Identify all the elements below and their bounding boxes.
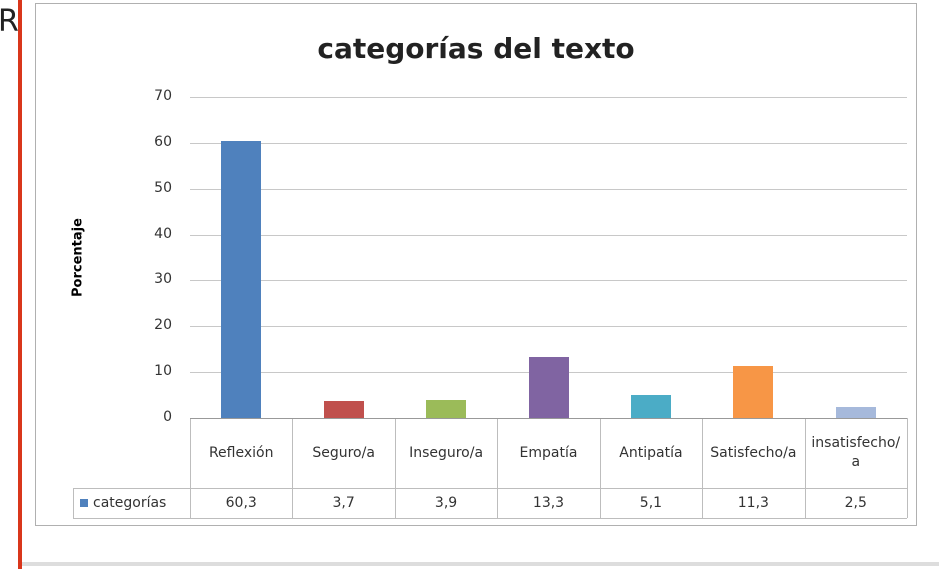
data-table-value: 60,3: [225, 494, 257, 511]
bar: [426, 400, 467, 418]
y-tick-label: 0: [163, 409, 172, 425]
data-table-value: 5,1: [639, 494, 663, 511]
y-tick-label: 40: [154, 225, 172, 242]
grid-line: [190, 280, 907, 282]
legend-label: categorías: [93, 494, 167, 511]
chart-title: categorías del texto: [317, 32, 635, 65]
legend-swatch: [80, 499, 88, 507]
chart-frame: [35, 3, 917, 526]
y-tick-label: 60: [154, 133, 172, 150]
x-tick-label: Antipatía: [619, 444, 683, 461]
x-tick-label: Satisfecho/a: [710, 444, 797, 461]
y-tick-label: 10: [154, 363, 172, 380]
data-table-value: 13,3: [532, 494, 565, 511]
table-line: [599, 418, 601, 518]
bar: [221, 141, 262, 418]
x-axis-line: [190, 418, 907, 419]
table-line: [907, 418, 908, 518]
bottom-rule: [22, 562, 939, 566]
bar: [733, 366, 774, 418]
table-line: [497, 418, 499, 518]
table-line: [394, 418, 396, 518]
bar: [630, 394, 671, 418]
table-line: [73, 488, 74, 518]
table-line: [73, 488, 907, 489]
bar: [835, 406, 876, 418]
data-table-value: 3,7: [332, 494, 355, 511]
red-rule: [18, 0, 22, 569]
table-line: [190, 418, 191, 518]
bar: [323, 401, 364, 418]
table-line: [702, 418, 704, 518]
grid-line: [190, 142, 907, 144]
grid-line: [190, 234, 907, 236]
x-tick-label: Seguro/a: [312, 444, 375, 461]
y-tick-label: 50: [154, 179, 172, 196]
grid-line: [190, 188, 907, 190]
x-tick-label: insatisfecho/a: [811, 435, 901, 470]
table-line: [292, 418, 294, 518]
y-tick-label: 30: [154, 271, 172, 288]
grid-line: [190, 326, 907, 328]
x-tick-label: Reflexión: [208, 444, 274, 461]
table-line: [804, 418, 806, 518]
bar: [528, 357, 569, 418]
data-table-value: 2,5: [844, 494, 867, 511]
y-tick-label: 70: [154, 88, 172, 104]
grid-line: [190, 97, 907, 98]
data-table-value: 3,9: [434, 494, 458, 511]
y-axis-label: Porcentaje: [70, 218, 86, 297]
fragment-text: R: [0, 4, 19, 39]
y-tick-label: 20: [154, 317, 172, 334]
x-tick-label: Inseguro/a: [409, 444, 484, 461]
x-tick-label: Empatía: [519, 444, 578, 461]
data-table-value: 11,3: [737, 494, 769, 511]
table-line: [73, 518, 907, 519]
